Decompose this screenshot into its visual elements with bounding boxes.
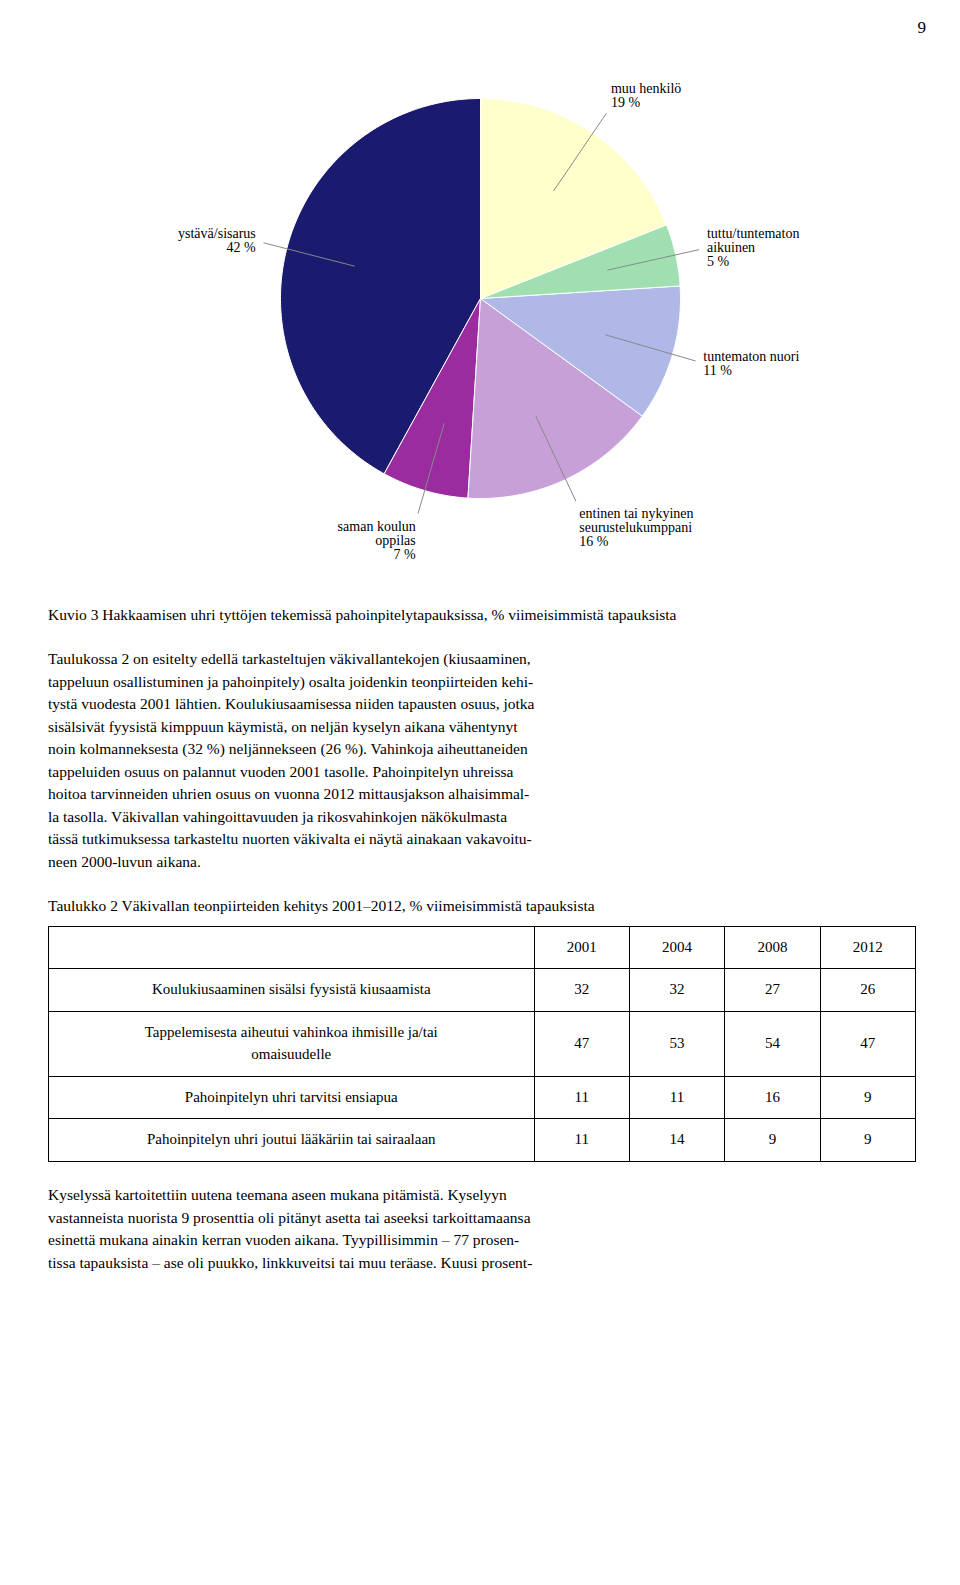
html-text:9: 9 <box>917 18 926 37</box>
html-text:47: 47 <box>574 1035 590 1051</box>
svg-text:tuttu/tuntematonaikuinen5 %: tuttu/tuntematonaikuinen5 % <box>707 226 800 269</box>
html-text:tystä vuodesta 2001 lähtien. K: tystä vuodesta 2001 lähtien. Koulukiusaa… <box>48 695 535 713</box>
html-text:Pahoinpitelyn uhri joutui lääk: Pahoinpitelyn uhri joutui lääkäriin tai … <box>146 1131 436 1148</box>
html-text:Kyselyssä kartoitettiin uutena: Kyselyssä kartoitettiin uutena teemana a… <box>48 1186 507 1204</box>
html-text:32: 32 <box>574 981 590 998</box>
html-text:11: 11 <box>574 1088 589 1105</box>
html-text:vastanneista nuorista 9 prosen: vastanneista nuorista 9 prosenttia oli p… <box>48 1208 531 1226</box>
html-text:Taulukossa 2 on esitelty edell: Taulukossa 2 on esitelty edellä tarkaste… <box>48 650 531 668</box>
html-text:Tappelemisesta aiheutui vahink: Tappelemisesta aiheutui vahinkoa ihmisil… <box>144 1024 438 1062</box>
svg-text:muu henkilö19 %: muu henkilö19 % <box>611 81 681 110</box>
html-text:Pahoinpitelyn uhri tarvitsi en: Pahoinpitelyn uhri tarvitsi ensiapua <box>184 1088 398 1105</box>
html-text:14: 14 <box>669 1131 685 1148</box>
html-text:26: 26 <box>860 981 876 998</box>
html-text:9: 9 <box>768 1131 777 1148</box>
html-text:53: 53 <box>669 1035 685 1051</box>
html-text:hoitoa tarvinneiden uhrien osu: hoitoa tarvinneiden uhrien osuus on vuon… <box>48 785 530 803</box>
html-text:11: 11 <box>574 1131 589 1148</box>
html-text:Koulukiusaaminen sisälsi fyysi: Koulukiusaaminen sisälsi fyysistä kiusaa… <box>151 981 431 998</box>
html-text:2001: 2001 <box>566 938 597 955</box>
html-text:16: 16 <box>764 1088 780 1105</box>
html-text:noin kolmanneksesta (32 %) nel: noin kolmanneksesta (32 %) neljännekseen… <box>48 740 528 758</box>
html-text:9: 9 <box>864 1131 872 1148</box>
html-text:tappeluiden osuus on palannut: tappeluiden osuus on palannut vuoden 200… <box>48 762 514 780</box>
svg-text:saman koulunoppilas7 %: saman koulunoppilas7 % <box>338 519 416 562</box>
html-text:9: 9 <box>864 1088 872 1105</box>
html-text:neen 2000-luvun aikana.: neen 2000-luvun aikana. <box>48 852 201 870</box>
html-text:Kuvio 3 Hakkaamisen uhri tyttö: Kuvio 3 Hakkaamisen uhri tyttöjen tekemi… <box>48 606 677 623</box>
svg-text:entinen tai nykyinenseurustelu: entinen tai nykyinenseurustelukumppani16… <box>579 506 693 549</box>
html-text:32: 32 <box>669 981 685 998</box>
html-text:2012: 2012 <box>852 938 883 955</box>
html-text:tappeluun osallistuminen ja pa: tappeluun osallistuminen ja pahoinpitely… <box>48 672 534 690</box>
svg-text:tuntematon nuori11 %: tuntematon nuori11 % <box>703 349 799 378</box>
html-text:2008: 2008 <box>757 938 788 955</box>
html-text:11: 11 <box>669 1088 685 1105</box>
html-text:2004: 2004 <box>662 938 692 955</box>
html-text:esinettä mukana ainakin kerran: esinettä mukana ainakin kerran vuoden ai… <box>48 1231 520 1249</box>
html-text:tissa tapauksista – ase oli pu: tissa tapauksista – ase oli puukko, link… <box>48 1253 533 1271</box>
html-text:27: 27 <box>764 981 780 998</box>
html-text:47: 47 <box>860 1035 876 1051</box>
html-text:sisälsivät fyysistä kimppuun k: sisälsivät fyysistä kimppuun käymistä, o… <box>48 717 518 735</box>
html-text:la tasolla. Väkivallan vahingo: la tasolla. Väkivallan vahingoittavuuden… <box>48 807 507 825</box>
html-text:54: 54 <box>764 1035 780 1051</box>
html-text:tässä tutkimuksessa tarkastelt: tässä tutkimuksessa tarkasteltu nuorten … <box>48 830 532 848</box>
svg-text:ystävä/sisarus42 %: ystävä/sisarus42 % <box>178 226 256 255</box>
html-text:Taulukko 2 Väkivallan teonpiir: Taulukko 2 Väkivallan teonpiirteiden keh… <box>48 897 595 915</box>
